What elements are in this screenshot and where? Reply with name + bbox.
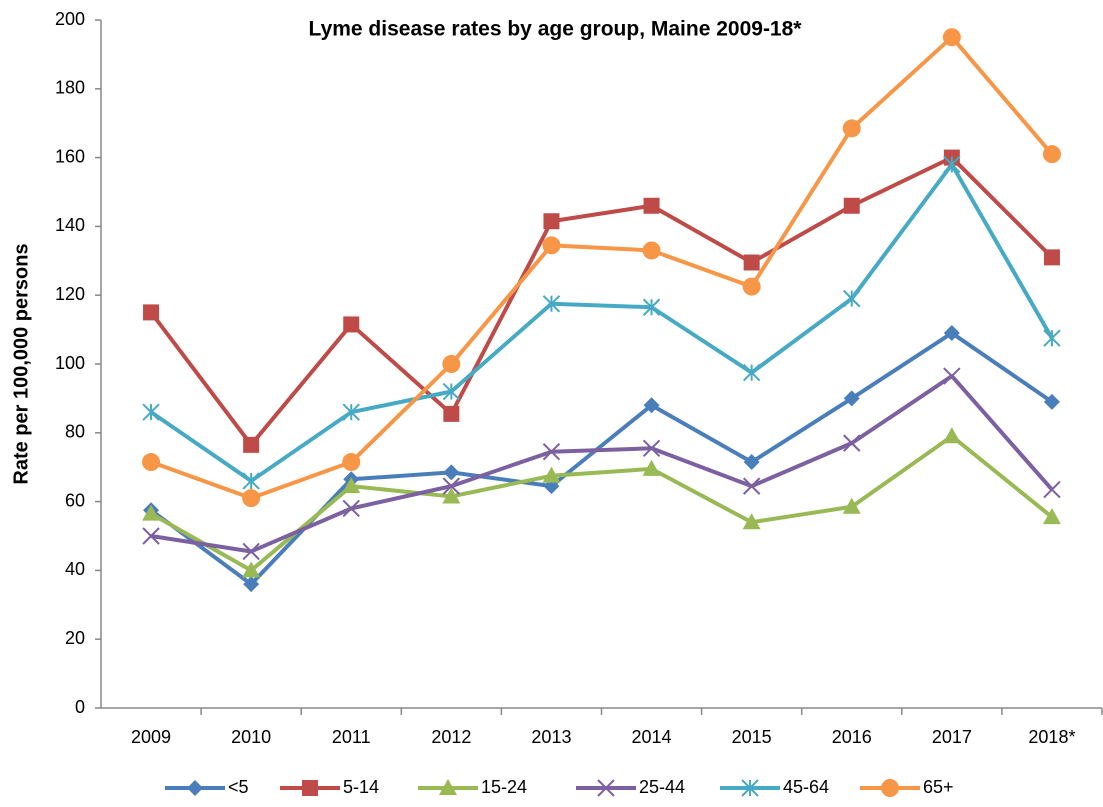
x-tick-label: 2015 (732, 727, 772, 747)
series-line (150, 374, 1054, 554)
legend-label: 25-44 (639, 777, 685, 797)
marker (243, 576, 260, 593)
marker (242, 542, 260, 561)
y-axis-label: Rate per 100,000 persons (10, 243, 32, 484)
marker (643, 397, 660, 414)
legend-label: 45-64 (783, 777, 829, 797)
marker (142, 527, 160, 545)
y-tick-label: 60 (65, 490, 85, 510)
marker (943, 367, 961, 385)
y-tick-label: 120 (55, 284, 85, 304)
legend-label: 15-24 (481, 777, 527, 797)
legend-label: <5 (228, 777, 249, 797)
series-line (150, 35, 1054, 501)
x-tick-label: 2018* (1028, 727, 1075, 747)
marker (643, 197, 660, 214)
x-tick-label: 2011 (332, 727, 371, 747)
marker (342, 499, 360, 518)
legend-label: 65+ (923, 777, 954, 797)
marker (342, 403, 360, 421)
marker (439, 779, 457, 795)
y-tick-label: 140 (55, 215, 85, 235)
marker (843, 434, 861, 452)
marker (142, 403, 160, 421)
marker (597, 779, 615, 797)
marker (642, 241, 661, 260)
x-tick-label: 2017 (932, 727, 972, 747)
marker (343, 316, 360, 333)
marker (1042, 145, 1061, 164)
chart-title: Lyme disease rates by age group, Maine 2… (309, 18, 803, 41)
marker (743, 254, 760, 271)
y-tick-label: 200 (55, 9, 85, 29)
marker (243, 436, 260, 453)
marker (542, 443, 561, 461)
marker (843, 289, 861, 308)
marker (1043, 393, 1060, 410)
x-tick-label: 2010 (231, 727, 271, 747)
marker (942, 427, 961, 444)
x-tick-label: 2014 (632, 727, 672, 747)
y-tick-label: 160 (55, 146, 85, 166)
y-tick-label: 180 (55, 78, 85, 98)
marker (142, 453, 161, 472)
marker (741, 779, 759, 797)
marker (742, 277, 761, 296)
marker (442, 477, 461, 495)
marker (943, 155, 961, 174)
marker (743, 454, 760, 471)
marker (443, 405, 460, 422)
series-line (149, 155, 1054, 447)
marker (843, 390, 860, 407)
marker (342, 477, 361, 494)
marker (742, 477, 761, 495)
y-tick-label: 40 (65, 559, 85, 579)
marker (1042, 508, 1061, 525)
x-tick-label: 2012 (431, 727, 471, 747)
marker (442, 355, 461, 373)
y-tick-label: 20 (65, 628, 85, 648)
marker (642, 439, 661, 457)
x-tick-label: 2009 (131, 727, 171, 747)
y-tick-label: 100 (55, 353, 85, 373)
y-tick-label: 80 (65, 422, 85, 442)
y-tick-label: 0 (75, 697, 85, 717)
marker (642, 298, 661, 316)
marker (1043, 329, 1061, 347)
marker (942, 28, 961, 47)
marker (443, 464, 460, 481)
marker (242, 561, 261, 578)
marker (842, 119, 861, 138)
marker (843, 197, 860, 214)
marker (143, 304, 160, 321)
legend-label: 5-14 (343, 777, 379, 797)
marker (1043, 480, 1061, 499)
marker (842, 497, 861, 514)
series-line (149, 162, 1054, 483)
marker (1043, 249, 1060, 266)
marker (543, 213, 560, 230)
x-tick-label: 2013 (531, 727, 571, 747)
marker (187, 780, 203, 796)
marker (742, 363, 761, 382)
marker (302, 780, 318, 796)
marker (742, 513, 761, 530)
marker (342, 453, 361, 472)
marker (642, 459, 661, 476)
marker (542, 466, 561, 483)
marker (142, 504, 161, 521)
x-tick-label: 2016 (832, 727, 872, 747)
marker (242, 489, 261, 508)
marker (881, 779, 899, 797)
marker (542, 295, 561, 313)
marker (542, 236, 561, 255)
marker (943, 325, 960, 342)
marker (442, 487, 461, 504)
marker (242, 472, 260, 490)
marker (442, 382, 461, 401)
